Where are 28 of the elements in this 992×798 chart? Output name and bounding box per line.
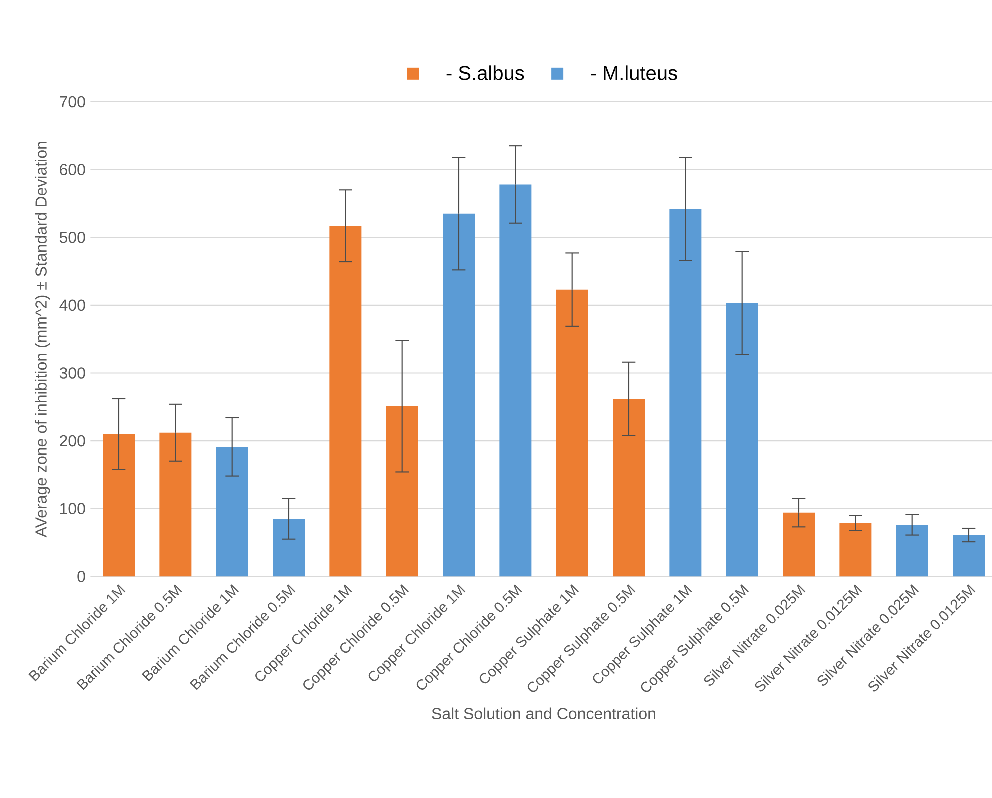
bar [953, 535, 986, 577]
bar [386, 406, 418, 577]
bar [726, 303, 758, 577]
bar [443, 214, 476, 577]
y-axis-title: AVerage zone of inhibition (mm^2) ± Standard Deviation [35, 142, 50, 538]
y-tick-label: 300 [60, 368, 86, 379]
x-axis-title: Salt Solution and Concentration [432, 708, 656, 720]
legend-label: - M.luteus [591, 66, 678, 80]
y-tick-label: 700 [60, 96, 86, 108]
bar [670, 209, 702, 577]
y-tick-label: 500 [60, 232, 86, 244]
bar [840, 523, 872, 577]
y-tick-label: 200 [60, 435, 86, 447]
bar [783, 512, 816, 577]
bar [556, 290, 588, 577]
bar [160, 432, 192, 577]
bar [500, 184, 532, 577]
bar [613, 398, 646, 577]
y-tick-label: 600 [60, 164, 86, 176]
bar [330, 226, 362, 577]
y-tick-label: 400 [60, 300, 86, 312]
bar [216, 447, 248, 577]
legend-label: - S.albus [446, 66, 524, 80]
bar [103, 434, 136, 577]
bar [273, 519, 306, 577]
y-tick-label: 0 [78, 570, 86, 582]
bar [896, 525, 928, 577]
y-tick-label: 100 [60, 503, 86, 514]
